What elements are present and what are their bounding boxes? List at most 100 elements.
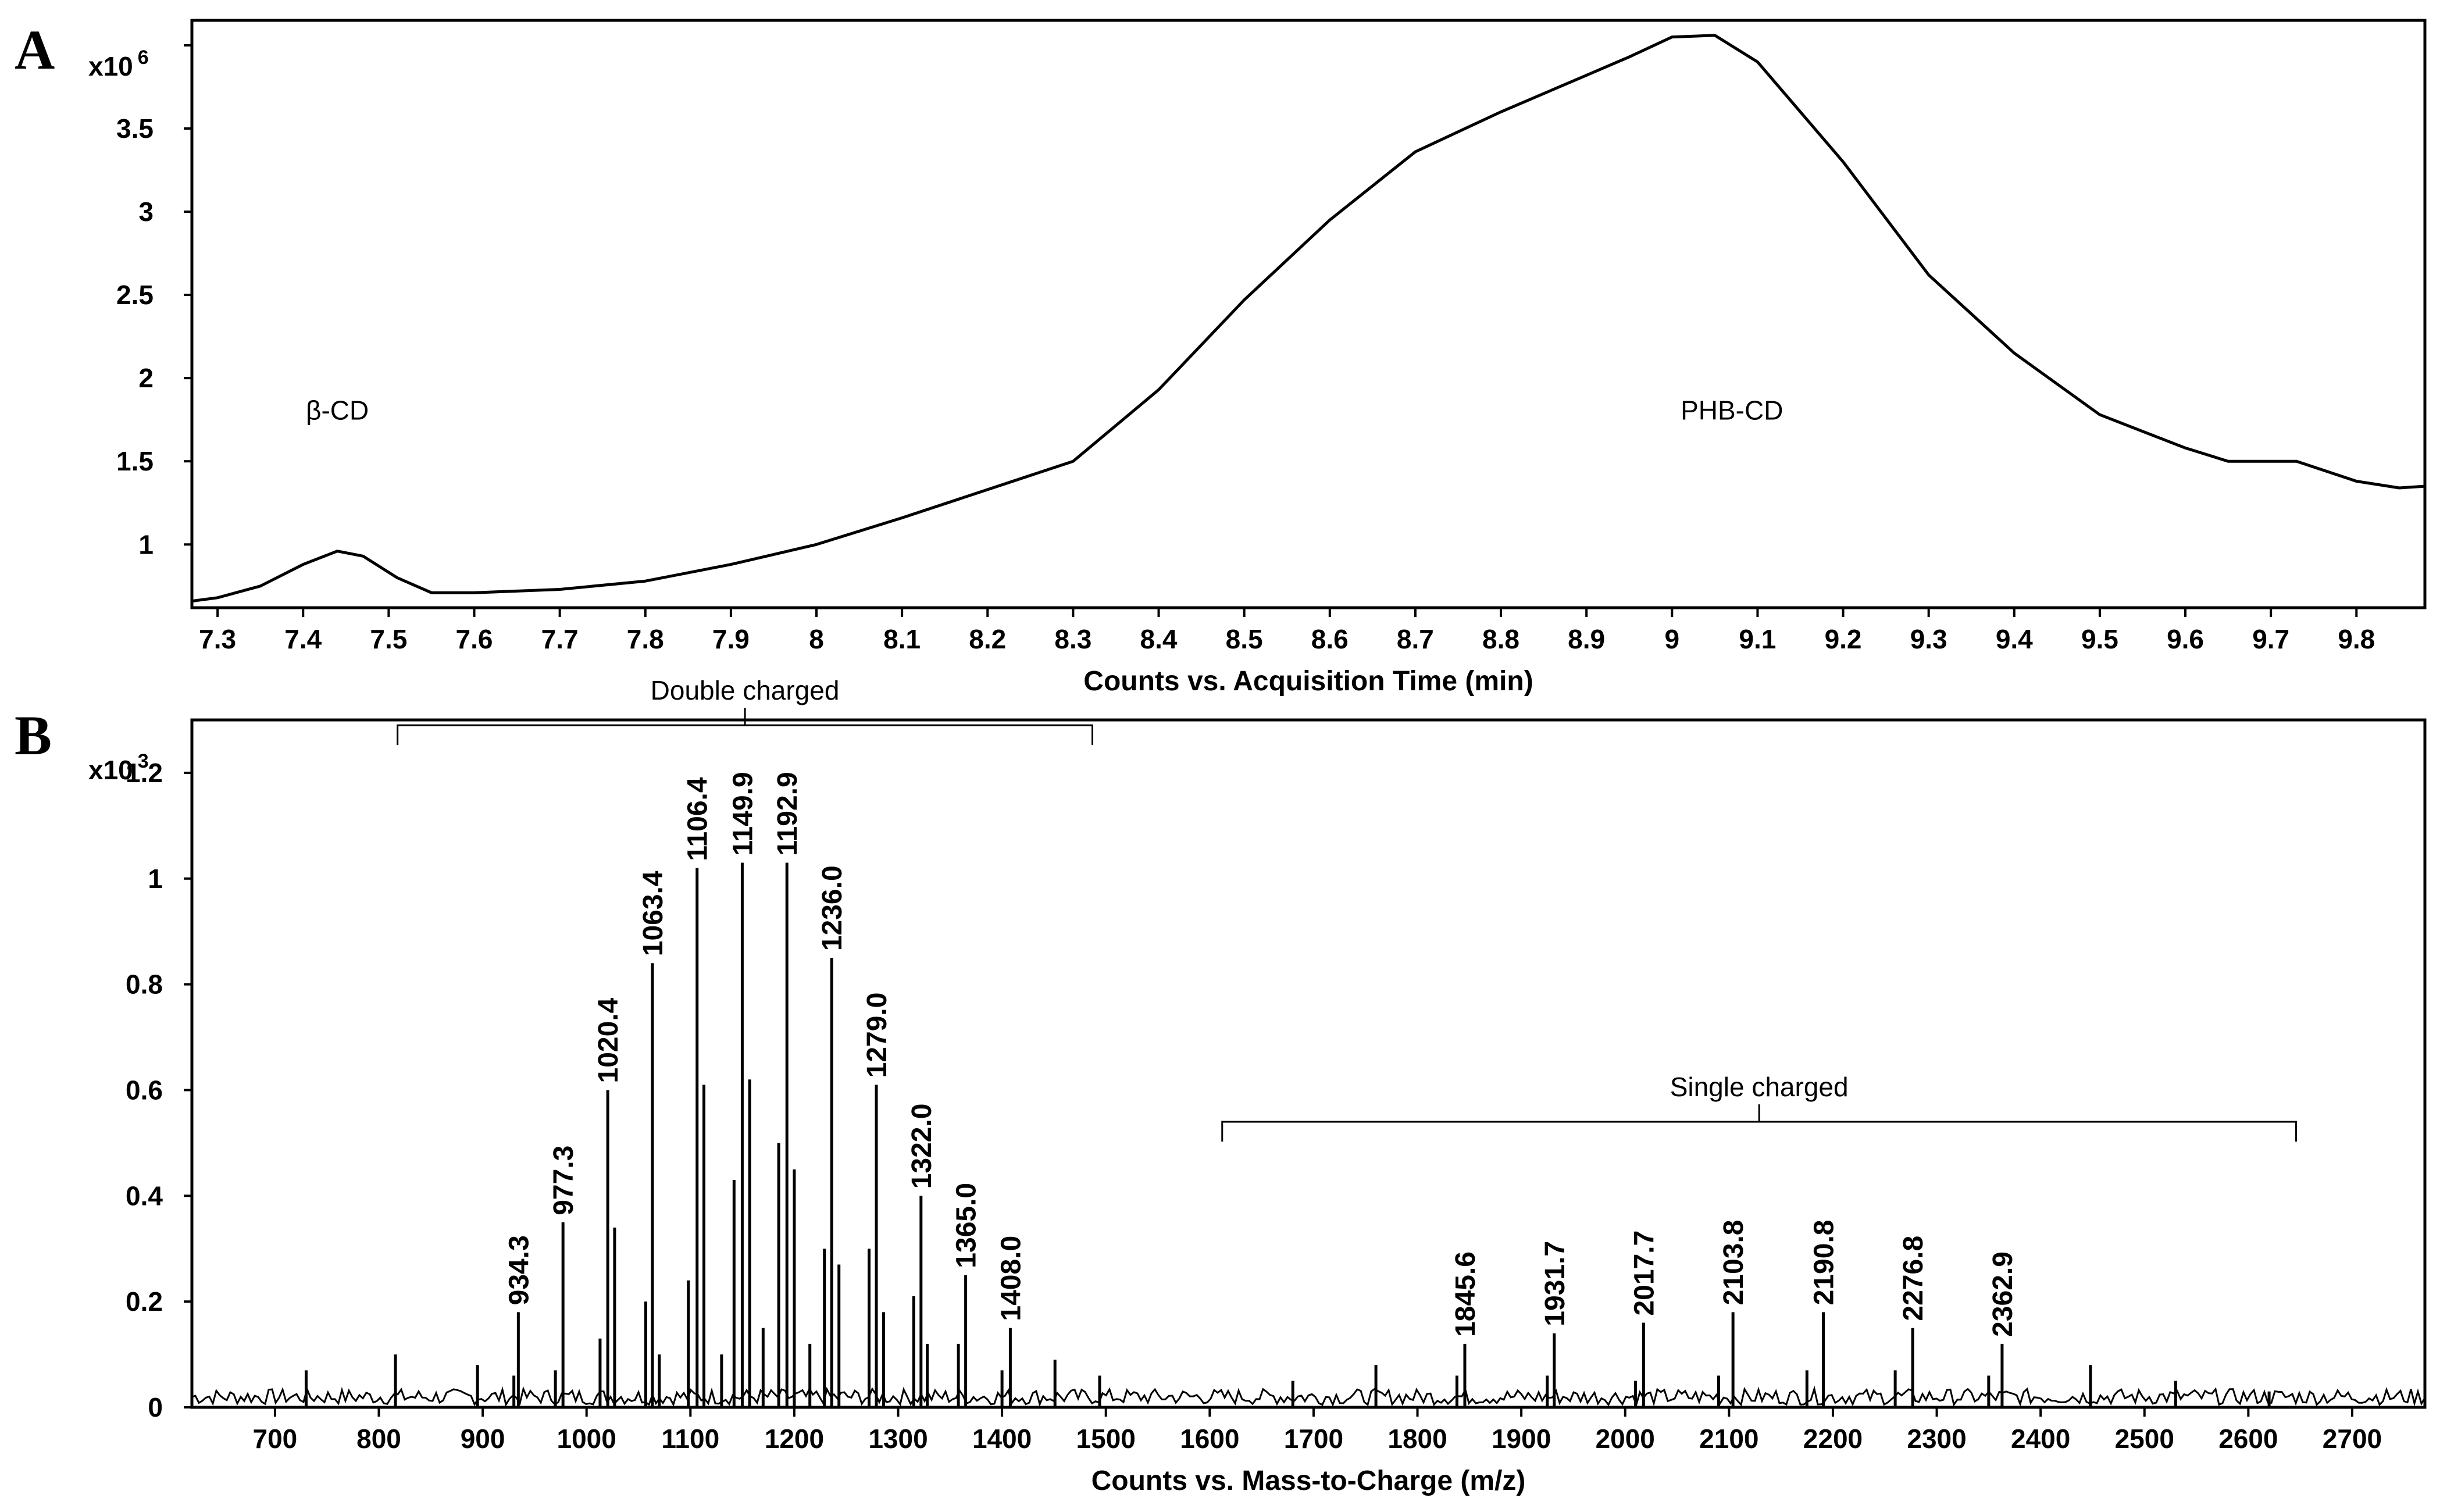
peak-label: 1149.9 [727, 772, 758, 855]
panel-b-x-tick-label: 2600 [2218, 1424, 2278, 1454]
panel-a-x-tick-label: 7.8 [627, 624, 664, 654]
panel-a-y-tick-label: 3.5 [116, 113, 154, 144]
peak-label: 2362.9 [1988, 1251, 2018, 1337]
panel-b-x-tick-label: 700 [253, 1424, 298, 1454]
panel-a-x-tick-label: 9.6 [2167, 624, 2204, 654]
panel-a-x-axis-label: Counts vs. Acquisition Time (min) [1083, 666, 1533, 697]
panel-b-y-tick-label: 0 [148, 1392, 163, 1422]
peak-label: 2017.7 [1629, 1231, 1660, 1316]
peak-label: 934.3 [504, 1235, 534, 1305]
panel-a-y-tick-label: 3 [138, 197, 154, 227]
panel-b-x-tick-label: 900 [461, 1424, 505, 1454]
peak-label: 1063.4 [638, 871, 669, 956]
panel-b-y-tick-label: 0.8 [126, 969, 163, 1000]
peak-label: 2190.8 [1809, 1220, 1840, 1306]
panel-a-x-tick-label: 7.3 [199, 624, 236, 654]
panel-a-x-tick-label: 8.2 [969, 624, 1006, 654]
panel-a-x-tick-label: 8.9 [1568, 624, 1605, 654]
panel-a-x-tick-label: 9.5 [2081, 624, 2118, 654]
panel-a-x-tick-label: 9 [1664, 624, 1679, 654]
panel-b-baseline-noise [191, 1385, 2426, 1407]
panel-b-y-tick-label: 1 [148, 864, 163, 894]
panel-b-y-tick-label: 1.2 [126, 758, 163, 788]
peak-label: 1106.4 [683, 777, 714, 861]
peak-label: 1236.0 [817, 865, 848, 951]
peak-label: 2103.8 [1718, 1220, 1749, 1306]
double-charged-bracket [397, 708, 1093, 746]
panel-a-plot-frame [190, 19, 2427, 609]
panel-b-x-tick-label: 1200 [765, 1424, 824, 1454]
panel-b-x-tick-label: 1500 [1076, 1424, 1136, 1454]
panel-a-x-tick-label: 8.7 [1397, 624, 1434, 654]
panel-b-x-tick-label: 1300 [868, 1424, 928, 1454]
panel-a-x-tick-label: 8 [809, 624, 824, 654]
peak-label: 1845.6 [1450, 1251, 1481, 1337]
panel-b-x-tick-label: 1800 [1387, 1424, 1447, 1454]
double-charged-label: Double charged [651, 675, 840, 705]
single-charged-bracket [1221, 1104, 2298, 1142]
panel-a-x-tick-label: 7.9 [712, 624, 750, 654]
peak-label: 2276.8 [1898, 1236, 1929, 1321]
panel-a-x-tick-label: 8.5 [1226, 624, 1263, 654]
panel-a-annotation-phb-cd: PHB-CD [1681, 395, 1783, 426]
panel-a-x-axis: 7.3 7.4 7.5 7.6 7.7 7.8 7.9 8 8.1 8.2 8.3 8.4 8.5 8.6… [199, 608, 2375, 654]
panel-a-y-tick-label: 2.5 [116, 280, 154, 310]
panel-b-x-tick-label: 2300 [1907, 1424, 1966, 1454]
panel-b-x-tick-label: 1600 [1180, 1424, 1239, 1454]
panel-a-multiplier: x10 6 [88, 47, 149, 81]
panel-b-y-tick-label: 0.4 [126, 1181, 163, 1211]
panel-b-x-tick-label: 1900 [1492, 1424, 1551, 1454]
panel-letter-b: B [15, 704, 52, 766]
panel-b-x-tick-label: 2400 [2011, 1424, 2070, 1454]
panel-a-x-tick-label: 8.8 [1482, 624, 1519, 654]
peak-label: 1192.9 [772, 772, 803, 855]
panel-a-x-tick-label: 8.3 [1054, 624, 1091, 654]
panel-b-minor-peaks [304, 1079, 2271, 1407]
panel-b-plot-frame [190, 718, 2427, 1409]
panel-b-x-tick-label: 2700 [2323, 1424, 2382, 1454]
panel-b-x-tick-label: 1000 [557, 1424, 616, 1454]
panel-b-y-tick-label: 0.2 [126, 1286, 163, 1317]
panel-b-y-tick-label: 0.6 [126, 1075, 163, 1105]
panel-a-x-tick-label: 9.1 [1739, 624, 1776, 654]
panel-a-x-tick-label: 8.4 [1140, 624, 1178, 654]
peak-label: 1322.0 [907, 1103, 937, 1189]
panel-a-x-tick-label: 9.8 [2338, 624, 2375, 654]
single-charged-label: Single charged [1670, 1072, 1849, 1102]
panel-b-chart: x10 3 0 0.2 0.4 0.6 0.8 1 1.2 700 800 900 1000 1100… [88, 675, 2427, 1496]
panel-b-x-tick-label: 800 [356, 1424, 401, 1454]
panel-a-y-tick-label: 2 [138, 363, 154, 393]
panel-a-y-tick-label: 1 [138, 529, 154, 559]
panel-b-labeled-peaks: 934.3 977.3 1020.4 1063.4 1106.4 1149.9 1192.9… [504, 772, 2018, 1407]
panel-b-x-tick-label: 2000 [1596, 1424, 1655, 1454]
panel-a-y-axis: 1 1.5 2 2.5 3 3.5 [116, 44, 192, 559]
panel-a-x-tick-label: 7.6 [456, 624, 493, 654]
panel-a-y-tick-label: 1.5 [116, 446, 154, 476]
panel-a-x-tick-label: 7.4 [284, 624, 322, 654]
panel-a-tic-curve [191, 34, 2425, 603]
panel-a-x-tick-label: 8.6 [1311, 624, 1349, 654]
panel-a-annotation-beta-cd: β-CD [306, 395, 369, 426]
panel-a-x-tick-label: 7.7 [541, 624, 579, 654]
peak-label: 1020.4 [593, 997, 624, 1083]
panel-a-x-tick-label: 7.5 [370, 624, 407, 654]
panel-b-x-tick-label: 2200 [1803, 1424, 1863, 1454]
panel-b-brackets: Double charged Single charged [397, 675, 2298, 1142]
peak-label: 977.3 [548, 1146, 579, 1215]
panel-b-x-tick-label: 2500 [2115, 1424, 2174, 1454]
peak-label: 1365.0 [951, 1183, 982, 1268]
panel-b-y-axis: 0 0.2 0.4 0.6 0.8 1 1.2 [126, 758, 192, 1422]
panel-b-multiplier: x10 3 [88, 750, 149, 785]
peak-label: 1408.0 [996, 1236, 1026, 1321]
panel-b-x-tick-label: 1400 [972, 1424, 1032, 1454]
panel-b-x-axis-label: Counts vs. Mass-to-Charge (m/z) [1091, 1465, 1526, 1496]
panel-a-x-tick-label: 9.3 [1910, 624, 1947, 654]
panel-b-x-tick-label: 1100 [661, 1424, 719, 1454]
peak-label: 1931.7 [1540, 1241, 1571, 1326]
panel-letter-a: A [15, 19, 55, 81]
panel-b-x-axis: 700 800 900 1000 1100 1200 1300 1400 1500 1600 170… [253, 1407, 2382, 1454]
panel-a-x-tick-label: 9.4 [1996, 624, 2033, 654]
peak-label: 1279.0 [862, 993, 893, 1078]
panel-a-x-tick-label: 9.2 [1825, 624, 1862, 654]
